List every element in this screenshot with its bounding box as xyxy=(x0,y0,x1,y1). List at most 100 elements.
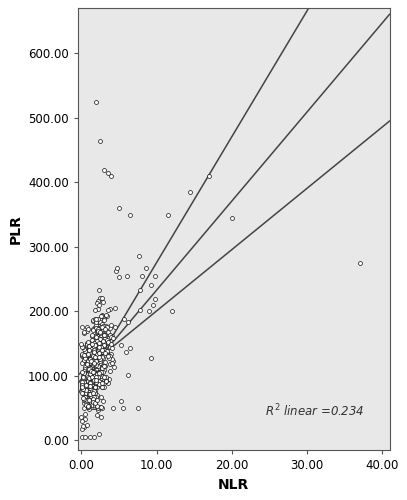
Point xyxy=(83,386,89,394)
Point xyxy=(100,322,107,330)
Point xyxy=(90,390,96,398)
Point xyxy=(90,354,97,362)
Point xyxy=(123,348,129,356)
Point xyxy=(101,382,108,390)
Point xyxy=(96,430,103,438)
Point xyxy=(102,334,108,342)
X-axis label: NLR: NLR xyxy=(218,478,249,492)
Point xyxy=(103,349,110,357)
Point xyxy=(114,264,120,272)
Point xyxy=(84,352,91,360)
Point xyxy=(92,372,98,380)
Point xyxy=(98,383,105,391)
Point xyxy=(81,363,88,371)
Point xyxy=(88,340,95,347)
Point xyxy=(97,329,104,337)
Point xyxy=(116,204,122,212)
Point xyxy=(90,404,96,411)
Point xyxy=(96,339,103,347)
Point xyxy=(97,372,104,380)
Point xyxy=(94,352,101,360)
Point xyxy=(79,382,85,390)
Point xyxy=(105,379,111,387)
Point xyxy=(105,375,112,383)
Point xyxy=(102,348,109,356)
Point xyxy=(97,294,103,302)
Point xyxy=(91,368,98,376)
Point xyxy=(80,372,86,380)
Point xyxy=(142,264,149,272)
Point xyxy=(90,398,96,406)
Point xyxy=(103,376,109,384)
Point xyxy=(87,370,94,378)
Point xyxy=(102,331,109,339)
Point xyxy=(81,399,87,407)
Point xyxy=(109,334,116,342)
Point xyxy=(96,377,103,385)
Point xyxy=(99,382,105,390)
Point xyxy=(83,401,90,409)
Point xyxy=(91,340,98,348)
Point xyxy=(107,352,113,360)
Point xyxy=(97,364,103,372)
Point xyxy=(101,166,107,173)
Point xyxy=(228,214,235,222)
Point xyxy=(82,346,89,354)
Point xyxy=(103,336,110,344)
Point xyxy=(91,352,98,360)
Point xyxy=(85,403,92,411)
Point xyxy=(91,374,98,382)
Point xyxy=(86,342,93,349)
Point xyxy=(87,433,94,441)
Point xyxy=(98,294,105,302)
Point xyxy=(118,342,124,349)
Point xyxy=(85,380,92,388)
Point xyxy=(96,286,103,294)
Point xyxy=(93,359,100,367)
Point xyxy=(88,366,94,374)
Point xyxy=(96,350,102,358)
Point xyxy=(85,364,91,372)
Point xyxy=(80,343,86,351)
Point xyxy=(79,380,85,388)
Point xyxy=(82,415,89,423)
Point xyxy=(95,334,102,342)
Point xyxy=(94,304,101,312)
Point xyxy=(85,366,92,374)
Point xyxy=(91,360,98,368)
Point xyxy=(116,274,122,281)
Point xyxy=(91,358,97,366)
Point xyxy=(90,348,97,356)
Point xyxy=(101,324,108,332)
Point xyxy=(113,267,119,275)
Point xyxy=(96,355,103,363)
Point xyxy=(100,325,106,333)
Point xyxy=(98,353,105,361)
Point xyxy=(95,406,102,414)
Point xyxy=(91,387,97,395)
Point xyxy=(86,402,93,409)
Point xyxy=(94,402,101,410)
Point xyxy=(98,364,105,372)
Point xyxy=(99,312,105,320)
Point xyxy=(81,378,88,386)
Point xyxy=(96,350,102,358)
Point xyxy=(85,365,92,373)
Point xyxy=(93,396,100,404)
Point xyxy=(95,338,102,346)
Point xyxy=(147,354,154,362)
Point xyxy=(121,316,127,324)
Point xyxy=(107,324,114,332)
Point xyxy=(103,348,110,356)
Point xyxy=(105,354,112,362)
Point xyxy=(97,348,103,356)
Point xyxy=(84,377,91,385)
Point xyxy=(91,397,97,405)
Point xyxy=(90,368,96,376)
Point xyxy=(95,324,101,332)
Point xyxy=(104,312,110,320)
Point xyxy=(92,318,99,326)
Point xyxy=(109,355,116,363)
Point xyxy=(94,350,100,358)
Point xyxy=(112,324,118,332)
